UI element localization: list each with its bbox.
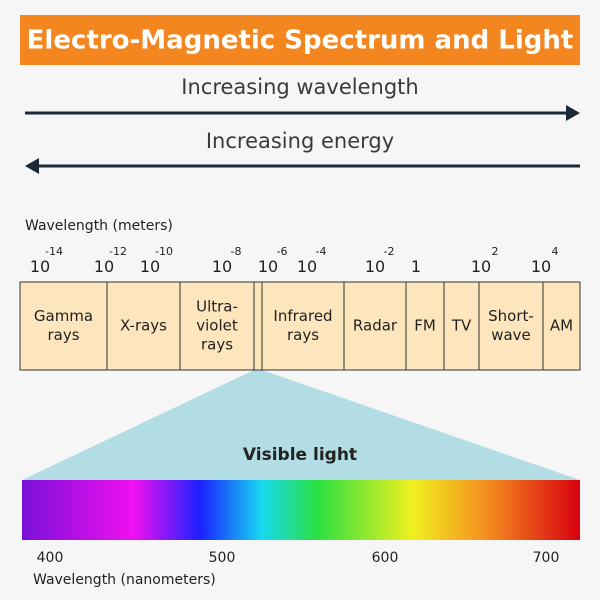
tick-exponent: -10 [155,245,173,258]
tick-base: 10 [531,257,551,276]
arrow-head [566,105,580,121]
tick-base: 10 [471,257,491,276]
title-bar [20,15,580,65]
band-label: rays [287,326,319,344]
tick-exponent: -14 [45,245,63,258]
tick-label: 500 [209,550,236,566]
tick-exponent: 4 [552,245,559,258]
tick-base: 10 [212,257,232,276]
band-label: rays [201,336,233,354]
arrow-head [25,158,39,174]
tick-label: 700 [533,550,560,566]
band-label: Infrared [273,307,332,325]
band [343,281,407,371]
tick-base: 10 [30,257,50,276]
axis-label: Wavelength (meters) [25,218,173,234]
arrow-label: Increasing wavelength [181,75,418,99]
tick-base: 10 [297,257,317,276]
band-label: rays [47,326,79,344]
band [478,281,544,371]
band [261,281,345,371]
tick-label: 600 [372,550,399,566]
title: Electro-Magnetic Spectrum and Light [27,26,574,56]
tick-exponent: -6 [277,245,288,258]
band [443,281,480,371]
tick-label: 400 [37,550,64,566]
band-label: Ultra- [196,298,238,316]
band [19,281,108,371]
visible-spectrum [22,480,580,540]
arrow-label: Increasing energy [206,129,394,153]
tick-base: 10 [258,257,278,276]
band-label: wave [491,326,531,344]
band-label: FM [414,317,436,335]
tick-exponent: -8 [231,245,242,258]
band-label: Short- [488,307,534,325]
band-label: AM [550,317,573,335]
band [542,281,581,371]
tick-base: 10 [140,257,160,276]
band [253,281,263,371]
tick-base: 10 [365,257,385,276]
visible-zoom [22,370,580,480]
tick-base: 10 [94,257,114,276]
band-label: Gamma [34,307,93,325]
tick-exponent: 2 [492,245,499,258]
band-label: Radar [353,317,398,335]
visible-label: Visible light [243,445,357,465]
band-label: X-rays [120,317,167,335]
band-label: violet [196,317,238,335]
tick-exponent: -12 [109,245,127,258]
tick-exponent: -4 [316,245,327,258]
band [405,281,445,371]
tick-exponent: -2 [384,245,395,258]
band-label: TV [451,317,472,335]
axis-label: Wavelength (nanometers) [33,572,216,588]
tick-base: 1 [411,257,421,276]
